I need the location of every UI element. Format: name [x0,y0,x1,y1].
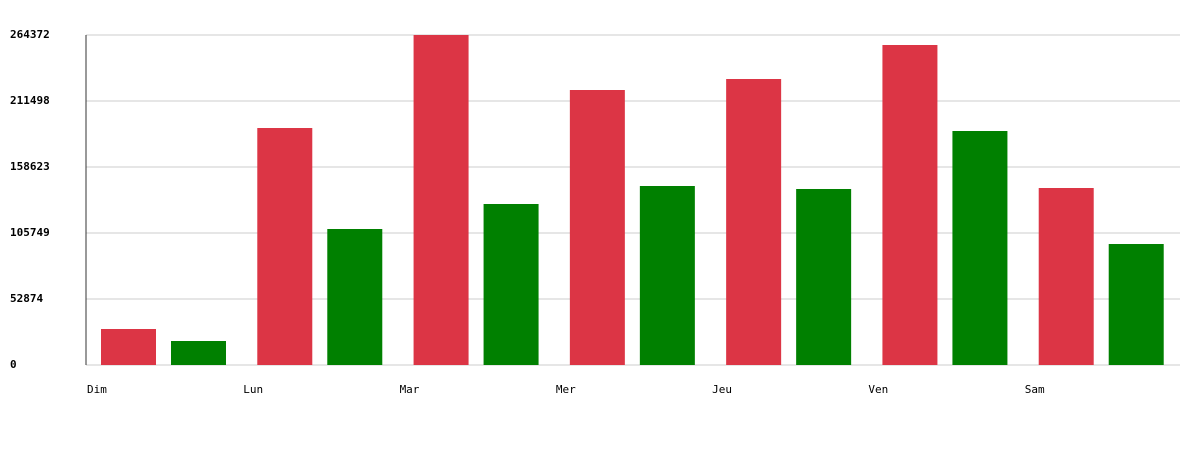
bar [952,131,1008,365]
bar [882,45,938,365]
x-tick-label: Sam [1025,383,1045,396]
bar [171,341,226,365]
x-tick-label: Jeu [712,383,732,396]
y-tick-label: 158623 [10,160,50,173]
bar [327,229,383,365]
bar [257,128,313,365]
bar [726,79,782,366]
y-tick-label: 105749 [10,226,50,239]
bar [483,204,539,365]
bar [413,35,469,365]
x-tick-label: Dim [87,383,107,396]
bar [639,186,695,365]
x-tick-label: Mar [400,383,420,396]
x-tick-label: Ven [868,383,888,396]
bar [796,188,852,365]
bar [101,329,156,365]
bar [1038,187,1094,365]
bar [1108,244,1164,365]
x-tick-label: Lun [243,383,263,396]
bar [569,90,625,365]
y-tick-label: 52874 [10,292,43,305]
y-tick-label: 211498 [10,94,50,107]
y-tick-label: 264372 [10,28,50,41]
x-tick-label: Mer [556,383,576,396]
y-tick-label: 0 [10,358,17,371]
